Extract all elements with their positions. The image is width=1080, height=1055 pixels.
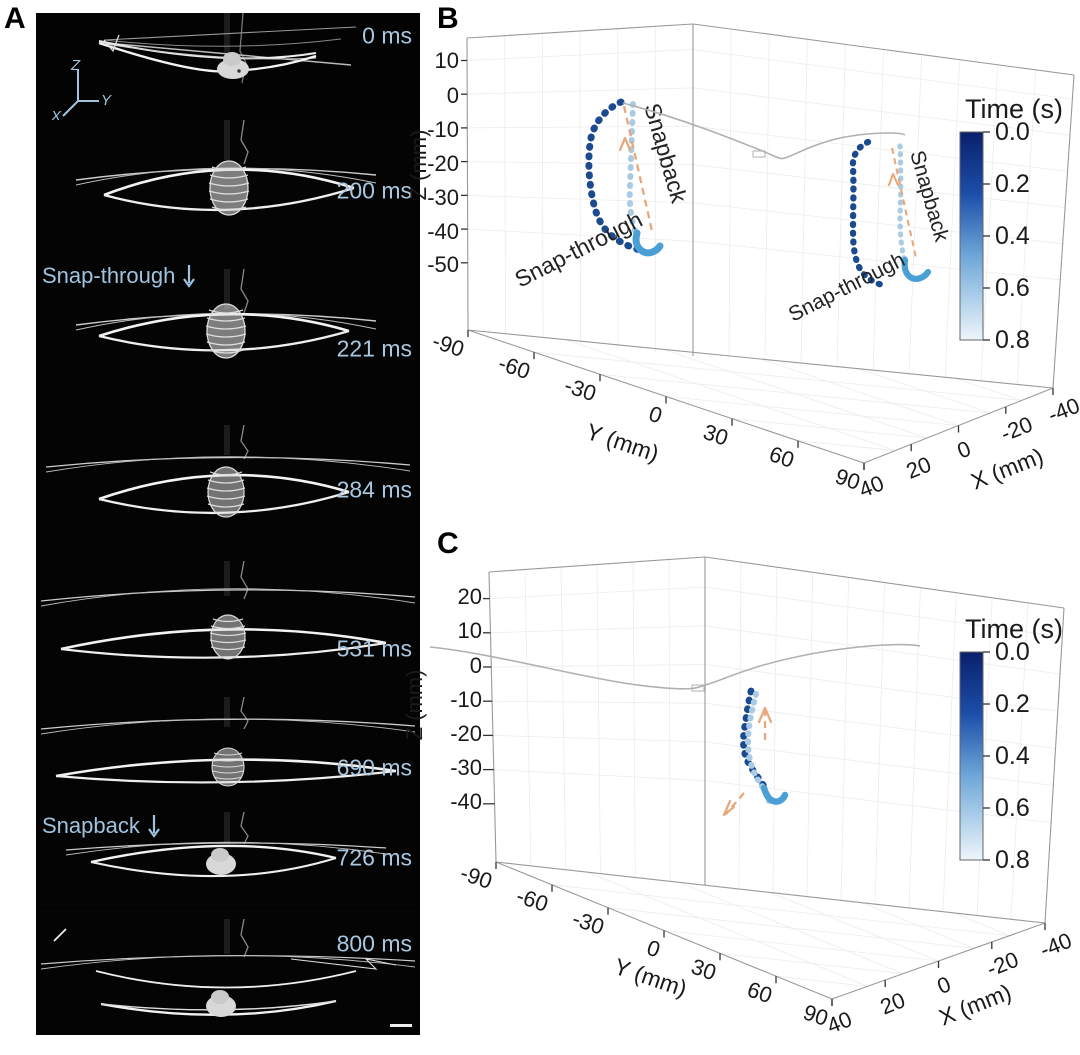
svg-text:0: 0 <box>470 653 482 678</box>
svg-text:placeholder: placeholder <box>430 0 436 1</box>
svg-text:-90: -90 <box>457 860 495 894</box>
svg-text:20: 20 <box>877 987 909 1019</box>
svg-text:Z: Z <box>70 57 81 74</box>
svg-text:20: 20 <box>903 451 935 483</box>
svg-text:0.0: 0.0 <box>995 638 1030 666</box>
svg-text:-40: -40 <box>427 219 459 244</box>
svg-text:0: 0 <box>646 401 666 429</box>
svg-text:Y: Y <box>101 92 112 109</box>
svg-text:30: 30 <box>700 419 731 451</box>
svg-text:-30: -30 <box>561 372 599 406</box>
svg-text:20: 20 <box>458 584 482 609</box>
svg-text:-30: -30 <box>569 906 607 940</box>
svg-text:-20: -20 <box>983 947 1022 982</box>
svg-text:0.8: 0.8 <box>995 846 1030 874</box>
svg-text:30: 30 <box>688 954 719 986</box>
svg-text:0.4: 0.4 <box>995 222 1030 250</box>
svg-text:Z (mm): Z (mm) <box>406 130 431 201</box>
svg-text:Z (mm): Z (mm) <box>402 670 427 741</box>
svg-text:0: 0 <box>644 935 664 963</box>
svg-text:-50: -50 <box>427 252 459 277</box>
svg-text:-30: -30 <box>427 185 459 210</box>
svg-text:-90: -90 <box>429 328 467 362</box>
svg-text:10: 10 <box>458 618 482 643</box>
svg-text:10: 10 <box>435 48 459 73</box>
svg-text:0: 0 <box>447 83 459 108</box>
svg-text:60: 60 <box>744 977 775 1009</box>
svg-text:-60: -60 <box>495 350 533 384</box>
svg-text:-60: -60 <box>513 883 551 917</box>
svg-text:0.2: 0.2 <box>995 170 1030 198</box>
svg-text:0.8: 0.8 <box>995 326 1030 354</box>
svg-text:0: 0 <box>934 971 955 999</box>
svg-text:0.6: 0.6 <box>995 274 1030 302</box>
svg-text:0.6: 0.6 <box>995 794 1030 822</box>
svg-text:-30: -30 <box>450 755 482 780</box>
svg-text:X: X <box>50 108 62 120</box>
svg-text:-20: -20 <box>450 721 482 746</box>
svg-text:0.2: 0.2 <box>995 690 1030 718</box>
svg-text:-20: -20 <box>427 151 459 176</box>
svg-text:0: 0 <box>954 436 975 464</box>
svg-text:-40: -40 <box>450 789 482 814</box>
svg-text:-40: -40 <box>1036 928 1075 963</box>
svg-text:0.0: 0.0 <box>995 118 1030 146</box>
svg-text:-10: -10 <box>450 687 482 712</box>
svg-text:60: 60 <box>766 441 797 473</box>
svg-text:X (mm): X (mm) <box>967 443 1047 495</box>
svg-text:0.4: 0.4 <box>995 742 1030 770</box>
svg-text:-40: -40 <box>1044 393 1080 428</box>
svg-text:-10: -10 <box>427 117 459 142</box>
svg-text:-20: -20 <box>997 411 1036 446</box>
